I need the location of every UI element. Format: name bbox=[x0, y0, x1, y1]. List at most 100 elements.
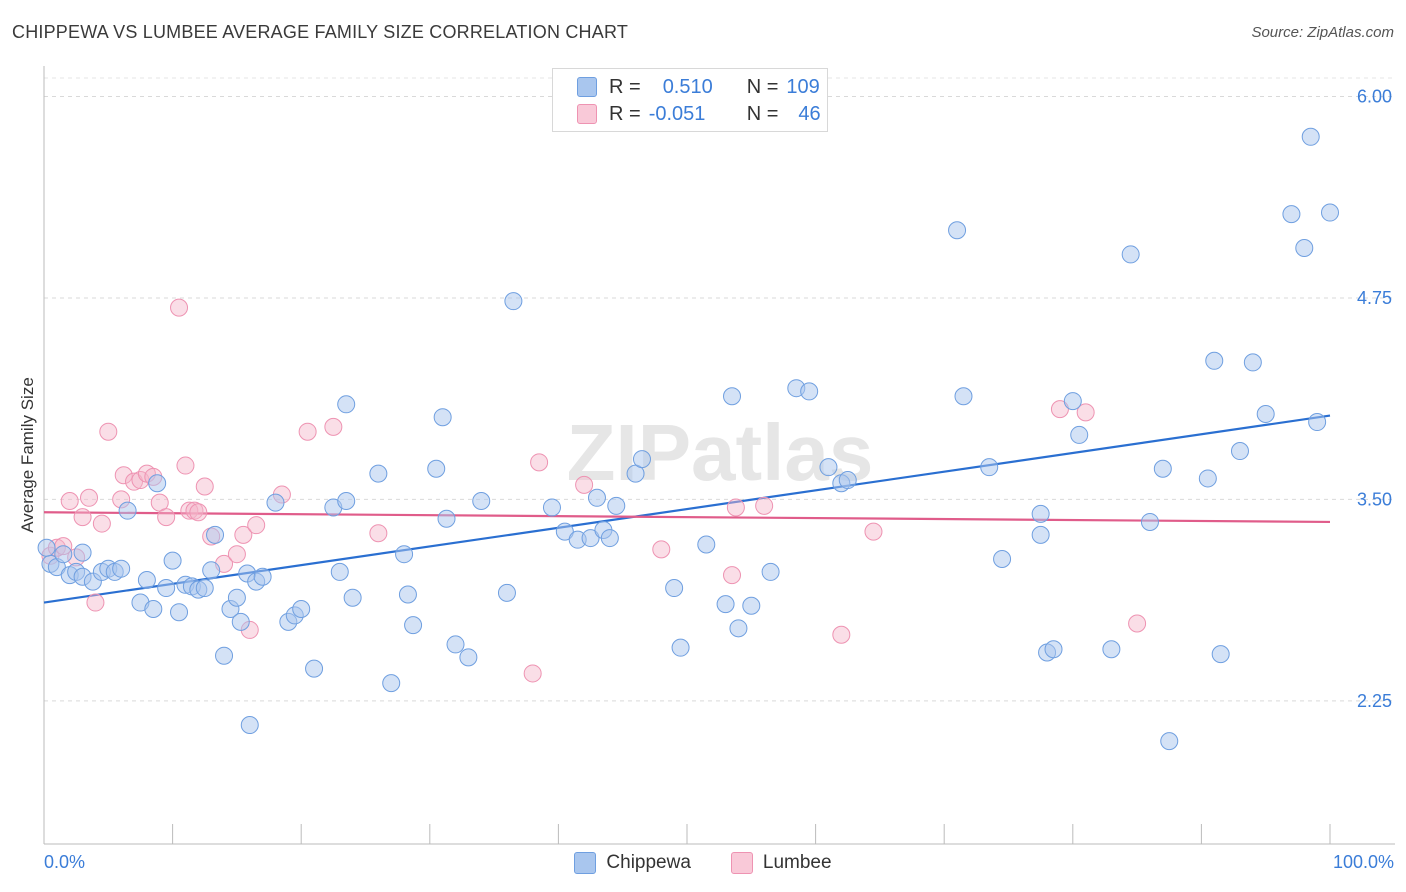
lumbee-point bbox=[60, 492, 79, 511]
chippewa-point bbox=[1243, 353, 1262, 372]
chart-title: CHIPPEWA VS LUMBEE AVERAGE FAMILY SIZE C… bbox=[12, 22, 629, 42]
chippewa-point bbox=[1308, 413, 1327, 432]
chippewa-point bbox=[497, 583, 516, 602]
chippewa-point bbox=[587, 488, 606, 507]
chippewa-point bbox=[1044, 640, 1063, 659]
chippewa-point bbox=[761, 562, 780, 581]
chippewa-point bbox=[993, 550, 1012, 569]
chippewa-point bbox=[337, 395, 356, 414]
chippewa-point bbox=[1153, 459, 1172, 478]
chippewa-point bbox=[1321, 203, 1339, 222]
r-label: R = bbox=[609, 75, 641, 98]
chippewa-point bbox=[607, 496, 626, 515]
lumbee-point bbox=[298, 422, 317, 441]
chippewa-point bbox=[1256, 404, 1275, 423]
chippewa-point bbox=[723, 387, 742, 406]
chippewa-point bbox=[227, 588, 246, 607]
n-value: 46 bbox=[798, 102, 821, 125]
lumbee-point bbox=[755, 496, 774, 515]
lumbee-point bbox=[723, 566, 742, 585]
lumbee-point bbox=[195, 477, 214, 496]
n-value: 109 bbox=[786, 75, 820, 98]
lumbee-point bbox=[726, 498, 745, 517]
stats-legend: R = 0.510 N = 109 R = -0.051 N = 46 bbox=[552, 68, 828, 132]
chippewa-point bbox=[433, 408, 452, 427]
chippewa-point bbox=[729, 619, 748, 638]
legend-item-chippewa[interactable]: Chippewa bbox=[574, 852, 691, 874]
lumbee-point bbox=[227, 545, 246, 564]
lumbee-point bbox=[652, 540, 671, 559]
lumbee-point bbox=[369, 524, 388, 543]
lumbee-point bbox=[234, 525, 253, 544]
chippewa-point bbox=[144, 599, 163, 618]
chippewa-point bbox=[819, 458, 838, 477]
lumbee-point bbox=[86, 593, 105, 612]
chippewa-point bbox=[600, 529, 619, 548]
chippewa-point bbox=[195, 579, 214, 598]
chippewa-point bbox=[1031, 504, 1050, 523]
series-legend: Chippewa Lumbee bbox=[0, 852, 1406, 874]
lumbee-point bbox=[92, 514, 111, 533]
chippewa-point bbox=[1031, 525, 1050, 544]
chippewa-point bbox=[632, 450, 651, 469]
y-tick-label: 3.50 bbox=[1357, 489, 1392, 509]
chippewa-legend-swatch bbox=[574, 852, 597, 874]
chippewa-point bbox=[581, 529, 600, 548]
chippewa-point bbox=[1230, 442, 1249, 461]
chippewa-point bbox=[163, 551, 182, 570]
lumbee-legend-swatch bbox=[730, 852, 753, 874]
chippewa-point bbox=[157, 579, 176, 598]
lumbee-swatch bbox=[577, 104, 597, 124]
stats-row-chippewa: R = 0.510 N = 109 bbox=[577, 74, 820, 100]
chippewa-point bbox=[292, 599, 311, 618]
chippewa-point bbox=[231, 612, 250, 631]
chippewa-point bbox=[980, 458, 999, 477]
lumbee-point bbox=[1128, 614, 1147, 633]
trend-line-lumbee bbox=[43, 511, 1331, 524]
chippewa-point bbox=[343, 588, 362, 607]
chippewa-point bbox=[395, 545, 414, 564]
r-label: R = bbox=[609, 102, 641, 125]
stats-row-lumbee: R = -0.051 N = 46 bbox=[577, 101, 821, 127]
chippewa-point bbox=[1121, 245, 1140, 264]
lumbee-point bbox=[530, 453, 549, 472]
y-tick-label: 4.75 bbox=[1357, 288, 1392, 308]
chippewa-point bbox=[1295, 238, 1314, 257]
chippewa-point bbox=[1160, 732, 1179, 751]
chippewa-points bbox=[37, 127, 1339, 751]
lumbee-point bbox=[73, 508, 92, 527]
chippewa-point bbox=[1102, 640, 1121, 659]
chippewa-point bbox=[337, 492, 356, 511]
chippewa-point bbox=[1198, 469, 1217, 488]
chippewa-point bbox=[742, 596, 761, 615]
y-tick-labels: 2.25 3.50 4.75 6.00 bbox=[1357, 87, 1392, 711]
source-label: Source: ZipAtlas.com bbox=[1251, 24, 1394, 41]
chippewa-point bbox=[504, 292, 523, 311]
chippewa-point bbox=[800, 382, 819, 401]
n-label: N = bbox=[746, 102, 779, 125]
chippewa-point bbox=[555, 522, 574, 541]
chippewa-point bbox=[459, 648, 478, 667]
chippewa-point bbox=[954, 387, 973, 406]
x-tick-max: 100.0% bbox=[1332, 852, 1394, 872]
chippewa-point bbox=[1211, 645, 1230, 664]
chippewa-point bbox=[446, 635, 465, 654]
chippewa-swatch bbox=[577, 77, 597, 97]
chippewa-point bbox=[253, 567, 272, 586]
chippewa-point bbox=[369, 464, 388, 483]
chippewa-point bbox=[1140, 512, 1159, 531]
lumbee-point bbox=[864, 522, 883, 541]
chippewa-point bbox=[240, 716, 259, 735]
chippewa-point bbox=[671, 638, 690, 657]
chippewa-point bbox=[1282, 205, 1301, 224]
r-value: -0.051 bbox=[648, 102, 706, 125]
axes bbox=[43, 66, 1395, 845]
lumbee-point bbox=[157, 508, 176, 527]
legend-label-lumbee: Lumbee bbox=[762, 852, 832, 873]
chippewa-point bbox=[206, 525, 225, 544]
legend-item-lumbee[interactable]: Lumbee bbox=[730, 852, 832, 874]
lumbee-point bbox=[523, 664, 542, 683]
chippewa-point bbox=[427, 459, 446, 478]
chippewa-point bbox=[148, 474, 167, 493]
